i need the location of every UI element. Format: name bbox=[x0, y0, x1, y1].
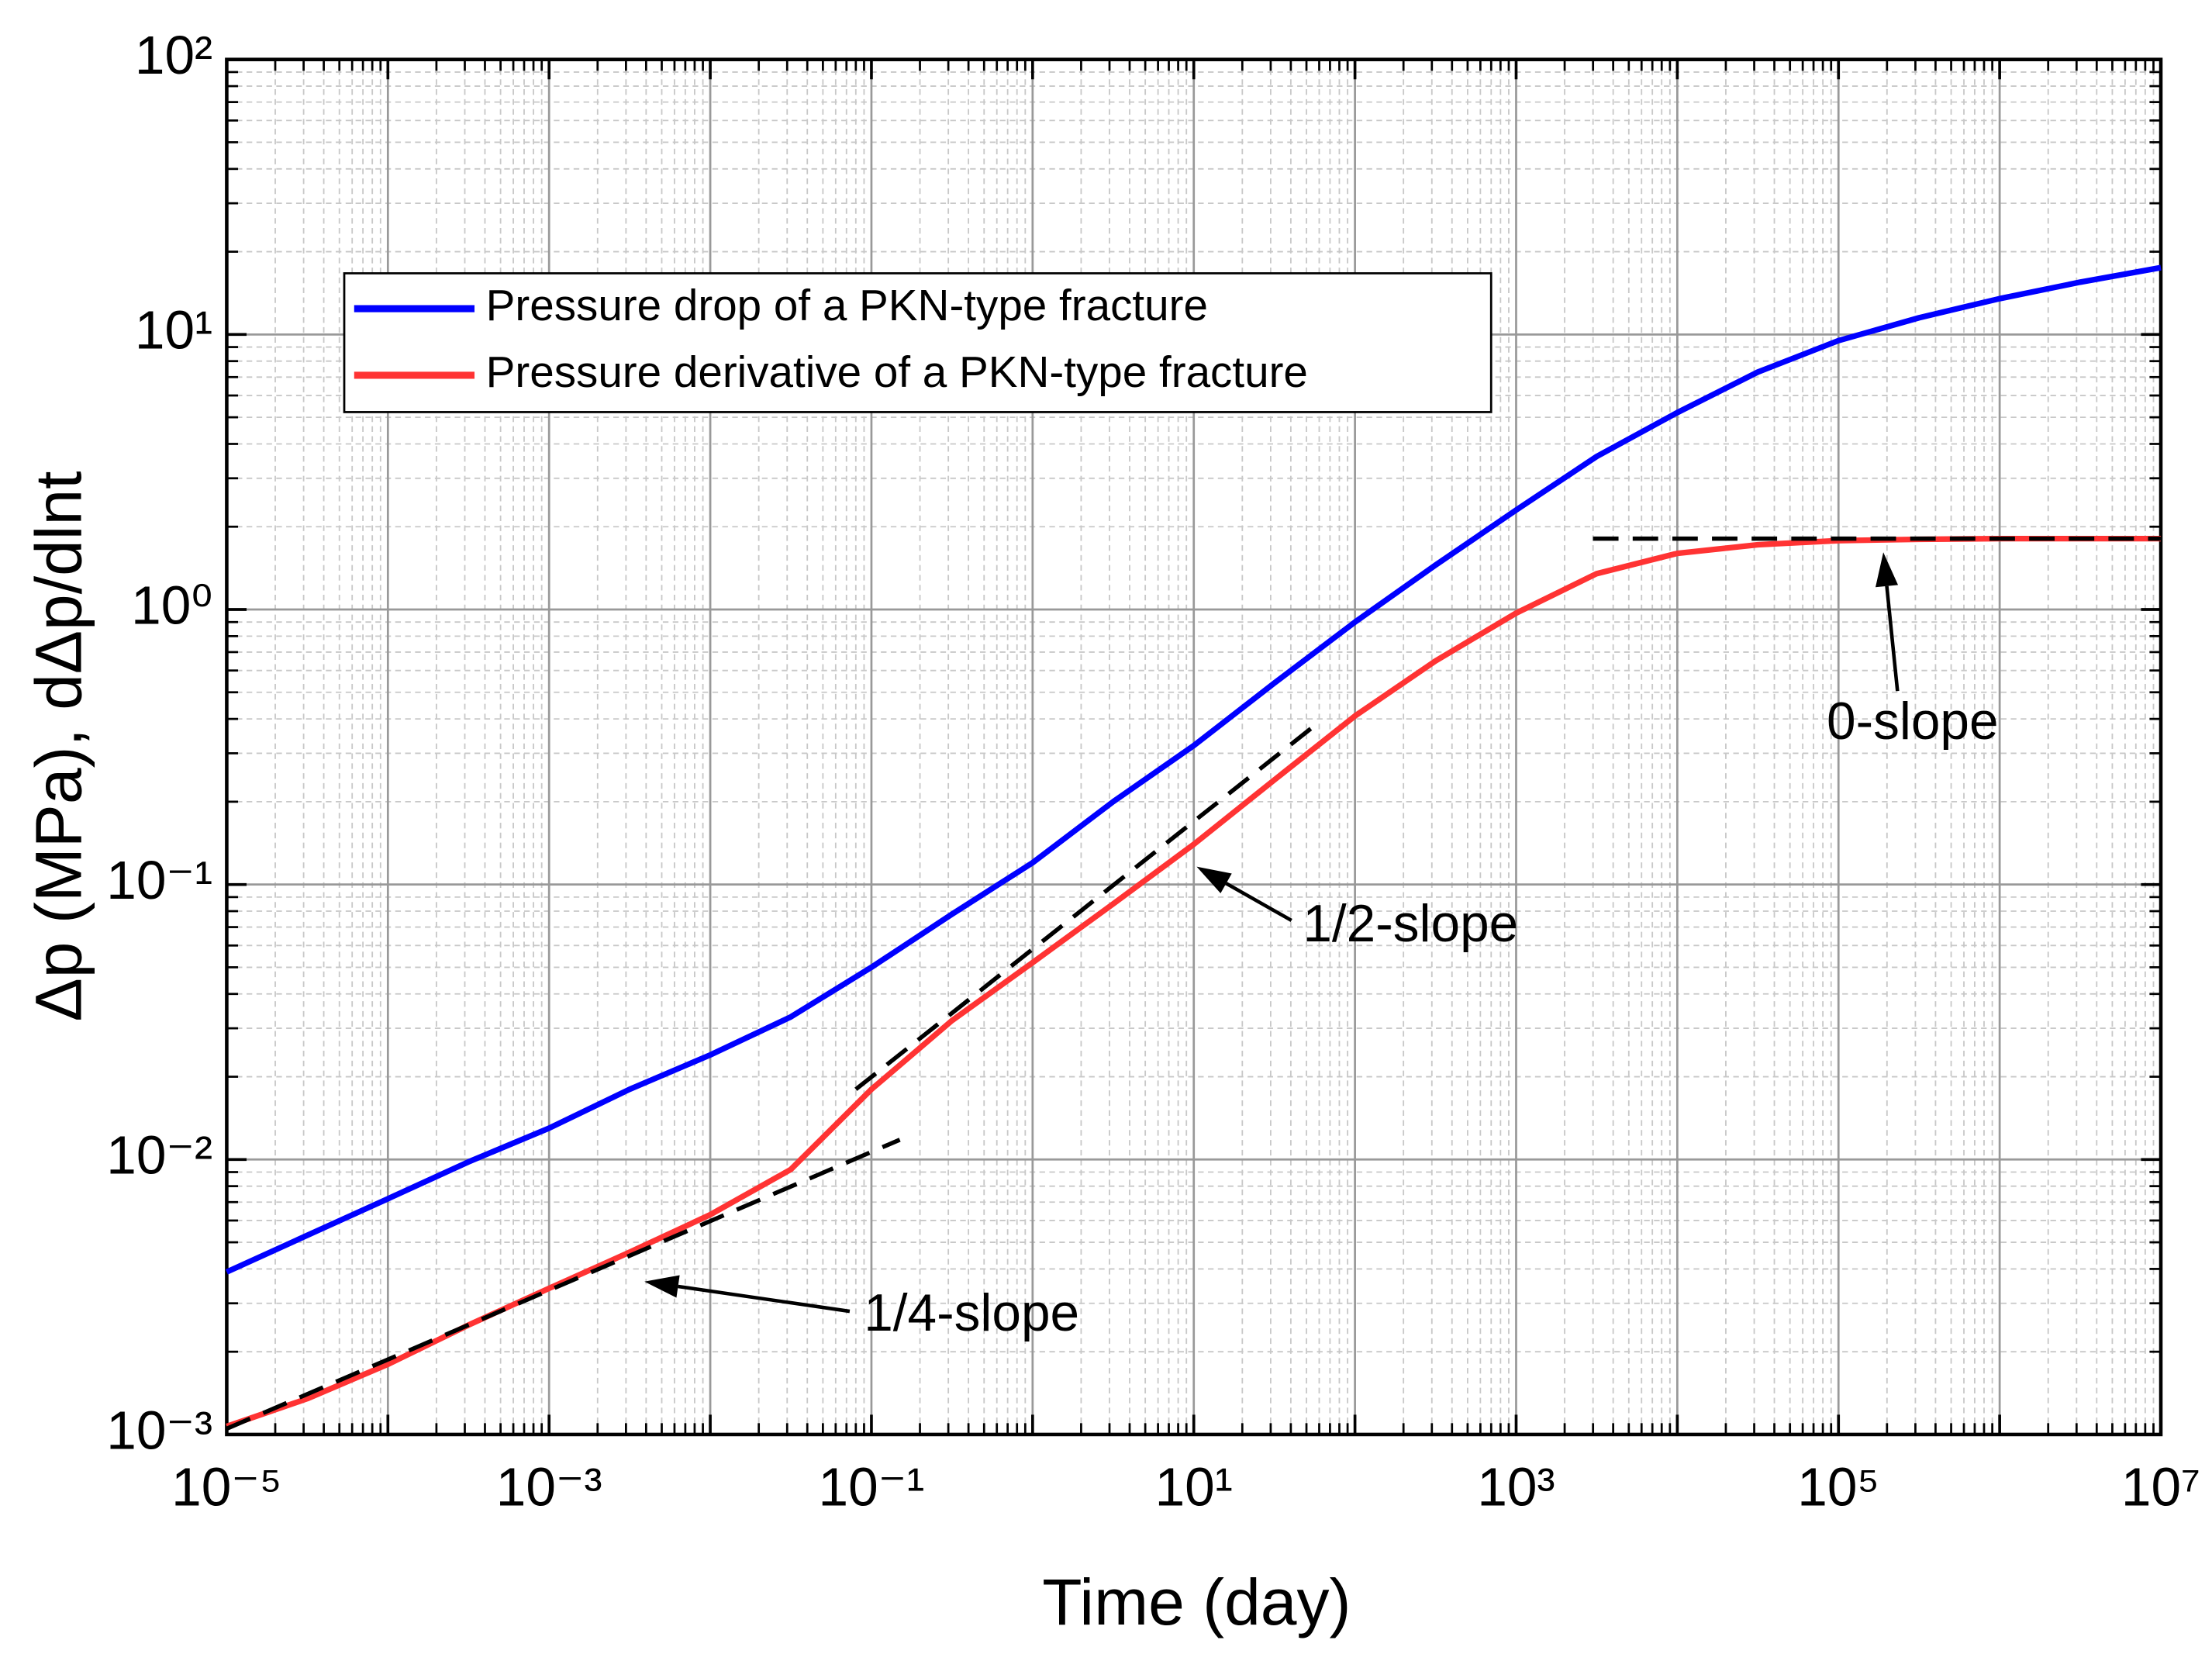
plot-frame bbox=[225, 57, 2163, 1437]
annotation: 1/4-slope bbox=[864, 1284, 1079, 1342]
arrow-head bbox=[644, 1275, 680, 1298]
y-tick-label: 10⁻³ bbox=[106, 1400, 212, 1460]
x-axis-title: Time (day) bbox=[1042, 1566, 1351, 1638]
x-tick-label: 10⁻⁵ bbox=[171, 1456, 282, 1517]
arrow-head bbox=[1196, 866, 1232, 893]
legend-box bbox=[343, 272, 1492, 413]
annotation: 1/2-slope bbox=[1303, 895, 1518, 953]
reference-line bbox=[226, 1138, 901, 1431]
x-tick-label: 10⁻³ bbox=[496, 1456, 602, 1517]
annotation-arrow bbox=[1225, 882, 1292, 923]
y-tick-label: 10² bbox=[135, 25, 212, 85]
reference-line bbox=[854, 720, 1321, 1091]
y-tick-label: 10⁰ bbox=[131, 575, 212, 635]
y-tick-label: 10¹ bbox=[135, 300, 212, 361]
x-tick-label: 10⁷ bbox=[2121, 1456, 2200, 1517]
x-tick-label: 10⁻¹ bbox=[819, 1456, 925, 1517]
annotation-arrow bbox=[1885, 585, 1900, 692]
legend-label: Pressure drop of a PKN-type fracture bbox=[486, 281, 1208, 330]
x-tick-label: 10⁵ bbox=[1797, 1456, 1879, 1517]
legend: Pressure drop of a PKN-type fracture Pres… bbox=[343, 272, 1492, 413]
arrow-head bbox=[1875, 552, 1899, 588]
x-tick-label: 10³ bbox=[1477, 1456, 1555, 1517]
y-tick-label: 10⁻² bbox=[106, 1125, 212, 1186]
x-tick-label: 10¹ bbox=[1155, 1456, 1233, 1517]
annotation: 0-slope bbox=[1827, 692, 1999, 751]
data-line bbox=[225, 264, 2162, 1275]
y-axis-title: Δp (MPa), dΔp/dlnt bbox=[22, 471, 95, 1021]
y-tick-label: 10⁻¹ bbox=[106, 850, 212, 910]
legend-label: Pressure derivative of a PKN-type fractu… bbox=[486, 347, 1308, 396]
annotation-arrow bbox=[678, 1284, 851, 1314]
